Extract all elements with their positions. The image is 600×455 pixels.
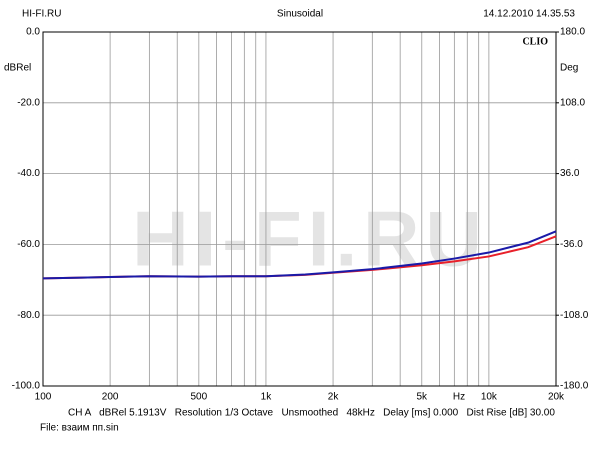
plot-frame xyxy=(42,31,557,387)
y-tick-label: -100.0 xyxy=(12,381,41,392)
x-axis-label: Hz xyxy=(453,392,465,403)
footer: CH A dBRel 5.1913V Resolution 1/3 Octave… xyxy=(68,408,555,419)
series-line xyxy=(42,230,557,280)
x-tick-label: 10k xyxy=(481,392,498,403)
y2-tick-label: -36.0 xyxy=(560,239,583,250)
x-tick-label: 20k xyxy=(548,392,565,403)
watermark: HI-FI.RU xyxy=(132,195,488,283)
y2-tick-label: 180.0 xyxy=(560,27,585,38)
header-left: HI-FI.RU xyxy=(22,9,61,20)
x-tick-label: 2k xyxy=(328,392,340,403)
y-tick-label: -40.0 xyxy=(17,168,40,179)
x-tick-label: 500 xyxy=(190,392,207,403)
y2-tick-label: 108.0 xyxy=(560,97,585,108)
x-tick-label: 1k xyxy=(261,392,273,403)
y-tick-label: -20.0 xyxy=(17,97,40,108)
chart-title: Sinusoidal xyxy=(277,9,323,20)
logo: CLIO xyxy=(522,36,548,47)
x-tick-label: 200 xyxy=(102,392,119,403)
y-axis-label: dBRel xyxy=(4,63,31,74)
y-tick-label: -60.0 xyxy=(17,239,40,250)
x-tick-label: 100 xyxy=(35,392,52,403)
y2-tick-label: -180.0 xyxy=(560,381,589,392)
y2-axis-label: Deg xyxy=(560,63,578,74)
header-right: 14.12.2010 14.35.53 xyxy=(483,9,575,20)
x-tick-label: 5k xyxy=(416,392,428,403)
y-tick-label: -80.0 xyxy=(17,310,40,321)
file-name: File: взаим пп.sin xyxy=(40,423,119,434)
y2-tick-label: 36.0 xyxy=(560,168,580,179)
y2-tick-label: -108.0 xyxy=(560,310,589,321)
y-tick-label: 0.0 xyxy=(26,27,40,38)
